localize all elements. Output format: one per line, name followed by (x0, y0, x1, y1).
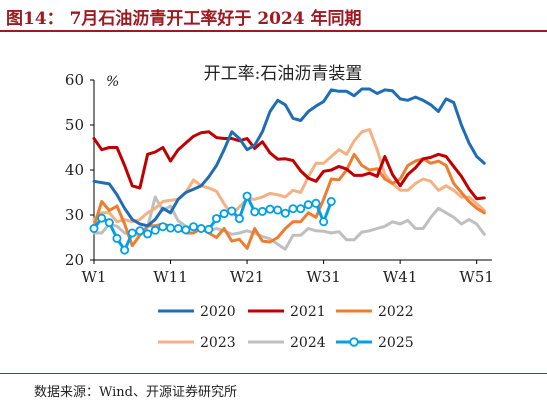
legend-label: 2022 (378, 304, 414, 320)
series-2021 (92, 130, 486, 201)
caption-rule (0, 30, 547, 32)
data-point (219, 209, 229, 219)
series-line-2022 (92, 152, 486, 250)
data-point (303, 200, 313, 210)
data-point (150, 225, 160, 235)
x-tick-label: W41 (383, 268, 418, 286)
legend-item-2022: 2022 (336, 304, 414, 320)
legend-label: 2021 (290, 304, 326, 320)
series-line-2020 (92, 87, 486, 228)
legend-marker (349, 337, 359, 347)
y-unit-label: % (106, 74, 119, 90)
legend-item-2024: 2024 (248, 335, 326, 351)
legend-label: 2020 (200, 304, 236, 320)
data-point (250, 207, 260, 217)
legend-item-2023: 2023 (158, 335, 236, 351)
line-chart: 开工率:石油沥青装置 % 20 30 40 50 60 W1 W11 W21 W31 W41 W51… (65, 64, 494, 351)
data-point (319, 217, 329, 227)
data-point (127, 228, 137, 238)
data-point (166, 223, 176, 233)
series-layer (89, 87, 486, 255)
legend: 2020 2021 2022 2023 2024 2025 (158, 304, 414, 351)
data-point (227, 206, 237, 216)
legend-label: 2024 (290, 335, 326, 351)
data-point (204, 224, 214, 234)
data-point (296, 204, 306, 214)
data-point (326, 196, 336, 206)
legend-label: 2023 (200, 335, 236, 351)
y-tick-label: 50 (65, 116, 84, 134)
data-point (273, 205, 283, 215)
series-2020 (92, 87, 486, 228)
x-tick-label: W51 (459, 268, 494, 286)
y-tick-label: 60 (65, 71, 84, 89)
series-2022 (92, 152, 486, 250)
data-point (135, 226, 145, 236)
x-tick-label: W11 (153, 268, 188, 286)
figure-caption: 图14： 7月石油沥青开工率好于 2024 年同期 (6, 9, 362, 29)
data-point (234, 214, 244, 224)
data-point (97, 213, 107, 223)
data-point (181, 225, 191, 235)
y-tick-label: 30 (65, 206, 84, 224)
series-line-2023 (92, 128, 486, 224)
data-point (112, 233, 122, 243)
data-point (120, 245, 130, 255)
data-point (188, 222, 198, 232)
legend-item-2025: 2025 (336, 335, 414, 351)
y-tick-label: 20 (65, 251, 84, 269)
chart-title: 开工率:石油沥青装置 (204, 64, 363, 84)
x-tick-label: W31 (306, 268, 341, 286)
data-point (158, 222, 168, 232)
legend-item-2021: 2021 (248, 304, 326, 320)
data-point (265, 204, 275, 214)
data-point (257, 206, 267, 216)
data-point (104, 218, 114, 228)
data-point (89, 223, 99, 233)
series-2025 (89, 191, 336, 255)
data-point (143, 229, 153, 239)
legend-item-2020: 2020 (158, 304, 236, 320)
x-tick-label: W21 (230, 268, 265, 286)
data-point (196, 223, 206, 233)
x-tick-label: W1 (82, 268, 107, 286)
series-line-2021 (92, 130, 486, 201)
axes: 20 30 40 50 60 W1 W11 W21 W31 W41 W51 (65, 71, 494, 286)
data-point (288, 204, 298, 214)
legend-label: 2025 (378, 335, 414, 351)
series-2023 (92, 128, 486, 224)
data-point (242, 191, 252, 201)
data-point (280, 208, 290, 218)
y-tick-label: 40 (65, 161, 84, 179)
data-point (173, 223, 183, 233)
data-point (211, 214, 221, 224)
source-note: 数据来源：Wind、开源证券研究所 (34, 385, 237, 400)
data-point (311, 198, 321, 208)
source-rule (0, 373, 547, 374)
